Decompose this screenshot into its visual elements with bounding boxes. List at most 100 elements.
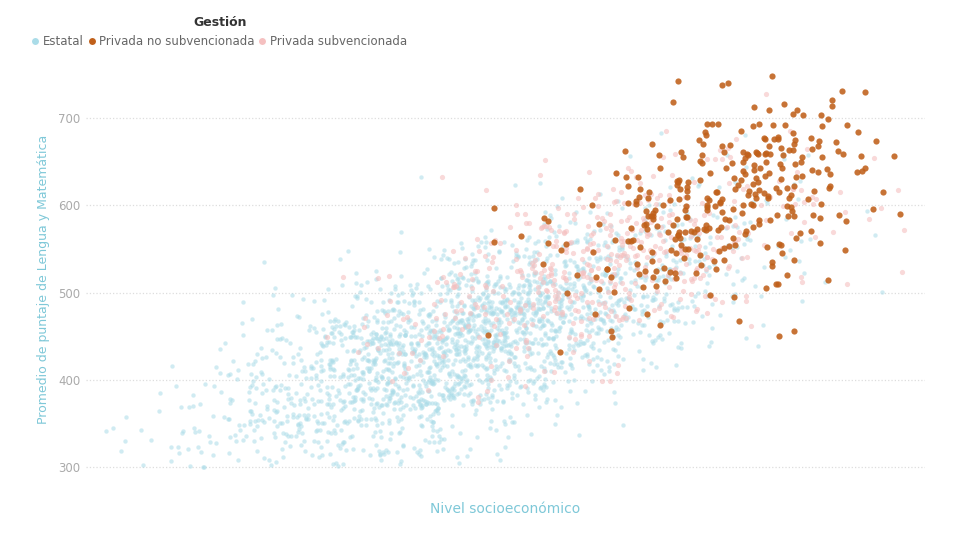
Point bbox=[547, 326, 562, 334]
Point bbox=[545, 334, 560, 343]
Point bbox=[480, 316, 496, 324]
Point bbox=[558, 239, 573, 248]
Point bbox=[482, 342, 497, 351]
Point bbox=[457, 281, 473, 289]
Point bbox=[764, 121, 780, 129]
Point bbox=[352, 326, 367, 334]
Point bbox=[517, 321, 533, 329]
Point bbox=[608, 169, 623, 178]
Point bbox=[749, 149, 764, 158]
Point bbox=[333, 406, 348, 415]
Point bbox=[684, 296, 700, 305]
Point bbox=[576, 283, 591, 292]
Point bbox=[476, 251, 492, 260]
Point bbox=[527, 284, 542, 293]
Point bbox=[507, 181, 522, 190]
Point bbox=[411, 389, 426, 397]
Point bbox=[232, 421, 247, 430]
Point bbox=[276, 438, 292, 447]
Point bbox=[587, 194, 602, 203]
Point bbox=[546, 305, 561, 314]
Point bbox=[519, 318, 535, 327]
Point bbox=[385, 362, 400, 370]
Point bbox=[225, 357, 240, 366]
Point bbox=[353, 407, 368, 415]
Point bbox=[324, 329, 339, 338]
Point bbox=[608, 229, 623, 237]
Point bbox=[695, 140, 710, 149]
Point bbox=[699, 309, 714, 317]
Point bbox=[487, 236, 502, 244]
Point bbox=[543, 326, 558, 334]
Point bbox=[549, 410, 564, 419]
Point bbox=[331, 389, 346, 398]
Point bbox=[590, 297, 605, 306]
Point bbox=[509, 209, 524, 218]
Point bbox=[453, 385, 468, 393]
Point bbox=[446, 340, 461, 349]
Point bbox=[370, 344, 385, 352]
Point bbox=[345, 393, 360, 402]
Point bbox=[568, 287, 583, 295]
Point bbox=[512, 383, 527, 392]
Point bbox=[718, 270, 733, 279]
Point bbox=[432, 334, 447, 342]
Point bbox=[631, 347, 646, 356]
Point bbox=[820, 276, 835, 284]
Point bbox=[348, 292, 363, 301]
Point bbox=[890, 186, 905, 195]
Point bbox=[516, 312, 531, 321]
Point bbox=[590, 284, 605, 293]
Point bbox=[824, 227, 840, 236]
Point bbox=[335, 372, 350, 380]
Point bbox=[436, 295, 452, 304]
Point bbox=[592, 292, 607, 300]
Point bbox=[265, 385, 280, 394]
Point bbox=[530, 304, 545, 312]
Point bbox=[582, 240, 598, 249]
Point bbox=[432, 326, 447, 335]
Point bbox=[403, 286, 418, 294]
Point bbox=[455, 273, 470, 282]
Point bbox=[697, 292, 712, 300]
Point bbox=[471, 333, 486, 341]
Point bbox=[611, 242, 626, 251]
Point bbox=[414, 404, 429, 413]
Point bbox=[333, 330, 348, 339]
Point bbox=[348, 269, 363, 277]
Point bbox=[624, 235, 639, 244]
Point bbox=[316, 419, 332, 427]
Point bbox=[837, 208, 852, 216]
Point bbox=[499, 314, 515, 323]
Point bbox=[613, 217, 628, 226]
Point bbox=[230, 455, 245, 464]
Point bbox=[394, 398, 409, 407]
Point bbox=[533, 224, 548, 232]
Point bbox=[620, 304, 636, 312]
Point bbox=[819, 165, 834, 174]
Point bbox=[609, 250, 624, 259]
Point bbox=[329, 355, 344, 363]
Point bbox=[710, 120, 725, 129]
Point bbox=[478, 327, 494, 335]
Point bbox=[770, 133, 785, 141]
Point bbox=[646, 294, 661, 303]
Point bbox=[612, 252, 627, 261]
Point bbox=[365, 432, 380, 441]
Point bbox=[506, 309, 521, 317]
Point bbox=[597, 267, 612, 276]
Point bbox=[640, 230, 656, 238]
Point bbox=[439, 333, 455, 341]
Point bbox=[668, 221, 683, 230]
Point bbox=[386, 314, 401, 323]
Point bbox=[503, 305, 518, 314]
Point bbox=[369, 420, 384, 429]
Point bbox=[603, 273, 618, 282]
Point bbox=[607, 346, 622, 355]
Point bbox=[688, 247, 703, 256]
Point bbox=[456, 383, 472, 391]
Point bbox=[770, 135, 785, 144]
Point bbox=[873, 288, 888, 297]
Point bbox=[471, 342, 486, 351]
Point bbox=[174, 426, 190, 435]
